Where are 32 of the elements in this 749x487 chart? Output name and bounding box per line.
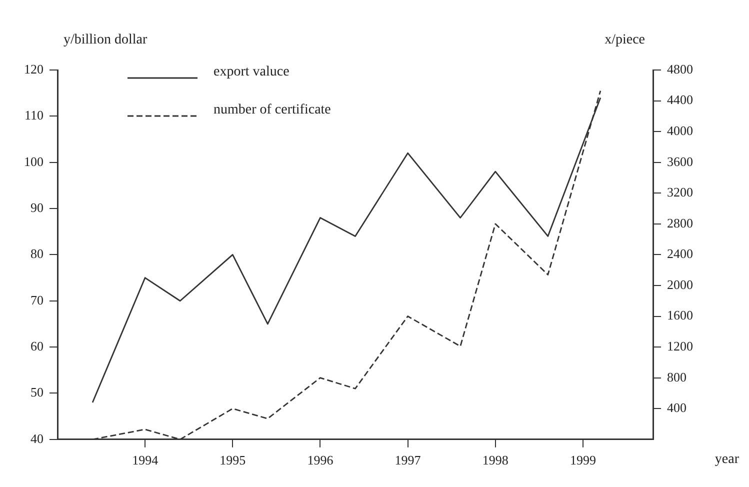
y2-tick-label: 3200	[667, 184, 693, 200]
y2-tick-label: 4000	[667, 122, 693, 138]
y2-tick-label: 2800	[667, 215, 693, 230]
x-tick-label: 1999	[570, 452, 596, 468]
y2-tick-label: 3600	[667, 154, 693, 169]
x-tick-label: 1998	[482, 452, 508, 468]
y-tick-label: 100	[24, 154, 44, 169]
y2-tick-label: 2400	[667, 246, 693, 262]
x-tick-label: 1995	[220, 452, 246, 468]
x-axis-title: year	[714, 452, 740, 468]
y-tick-label: 110	[24, 108, 44, 123]
y2-tick-label: 4800	[667, 61, 693, 76]
y-tick-label: 40	[30, 430, 44, 446]
x-tick-label: 1996	[307, 452, 334, 468]
y-tick-label: 80	[30, 246, 44, 262]
x-tick-label: 1994	[132, 452, 159, 468]
y2-tick-label: 1600	[667, 308, 693, 323]
y2-axis-title: x/piece	[604, 32, 645, 48]
y-tick-label: 70	[30, 292, 44, 308]
y2-tick-label: 1200	[667, 338, 693, 354]
y-tick-label: 90	[30, 200, 44, 215]
y-tick-label: 60	[30, 338, 44, 354]
y-tick-label: 50	[30, 384, 44, 400]
x-tick-label: 1997	[394, 452, 422, 468]
y2-tick-label: 2000	[667, 276, 693, 292]
y-axis-title: y/billion dollar	[64, 32, 148, 48]
legend-label: number of certificate	[214, 102, 331, 118]
y-tick-label: 120	[24, 61, 44, 76]
legend-label: export valuce	[214, 64, 290, 80]
y2-tick-label: 400	[667, 400, 686, 416]
y2-tick-label: 800	[667, 369, 686, 384]
y2-tick-label: 4400	[667, 92, 693, 108]
